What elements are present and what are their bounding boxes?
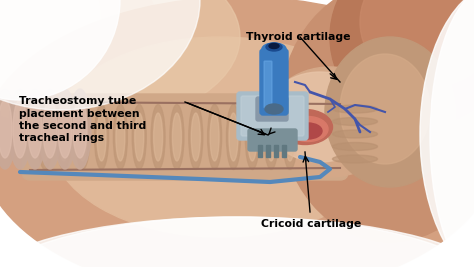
Ellipse shape — [73, 100, 87, 158]
Ellipse shape — [189, 104, 203, 170]
Ellipse shape — [246, 104, 259, 170]
Ellipse shape — [227, 104, 240, 170]
Ellipse shape — [43, 100, 57, 158]
Ellipse shape — [288, 116, 328, 142]
Ellipse shape — [173, 113, 182, 161]
Ellipse shape — [59, 113, 68, 161]
Ellipse shape — [191, 113, 201, 161]
Ellipse shape — [265, 72, 375, 162]
Ellipse shape — [340, 54, 430, 164]
Ellipse shape — [332, 105, 377, 113]
Bar — [258, 145, 262, 157]
Ellipse shape — [267, 113, 276, 161]
Bar — [266, 145, 270, 157]
Ellipse shape — [54, 89, 76, 169]
Ellipse shape — [264, 104, 278, 170]
Ellipse shape — [420, 0, 474, 267]
Ellipse shape — [0, 0, 100, 97]
Ellipse shape — [135, 113, 144, 161]
Ellipse shape — [39, 89, 61, 169]
Ellipse shape — [0, 0, 200, 110]
Ellipse shape — [40, 113, 49, 161]
Ellipse shape — [332, 143, 377, 151]
FancyBboxPatch shape — [260, 49, 288, 115]
FancyBboxPatch shape — [22, 94, 348, 180]
Ellipse shape — [294, 123, 322, 139]
Ellipse shape — [132, 104, 146, 170]
Text: Tracheostomy tube
placement between
the second and third
tracheal rings: Tracheostomy tube placement between the … — [19, 96, 146, 143]
FancyBboxPatch shape — [241, 96, 304, 136]
FancyBboxPatch shape — [248, 129, 297, 151]
Ellipse shape — [208, 104, 222, 170]
Ellipse shape — [113, 104, 128, 170]
Ellipse shape — [170, 104, 184, 170]
Ellipse shape — [266, 43, 282, 51]
Text: Cricoid cartilage: Cricoid cartilage — [261, 219, 361, 229]
Ellipse shape — [332, 155, 377, 163]
Text: Thyroid cartilage: Thyroid cartilage — [246, 32, 351, 42]
Ellipse shape — [97, 113, 106, 161]
Ellipse shape — [0, 89, 1, 169]
Ellipse shape — [0, 0, 120, 100]
Bar — [282, 145, 286, 157]
FancyBboxPatch shape — [264, 61, 272, 108]
Ellipse shape — [76, 104, 90, 170]
Ellipse shape — [57, 104, 71, 170]
Ellipse shape — [78, 113, 87, 161]
Bar — [274, 145, 278, 157]
Ellipse shape — [0, 0, 160, 137]
Ellipse shape — [210, 113, 219, 161]
Ellipse shape — [0, 0, 240, 127]
Ellipse shape — [330, 0, 474, 127]
Ellipse shape — [262, 43, 286, 55]
Ellipse shape — [430, 0, 474, 267]
Ellipse shape — [360, 0, 474, 87]
Ellipse shape — [280, 0, 474, 242]
Ellipse shape — [69, 89, 91, 169]
Ellipse shape — [13, 100, 27, 158]
Ellipse shape — [285, 113, 294, 161]
Ellipse shape — [38, 104, 52, 170]
Ellipse shape — [332, 117, 377, 125]
Ellipse shape — [325, 37, 455, 187]
Ellipse shape — [94, 104, 109, 170]
Ellipse shape — [269, 44, 279, 49]
Ellipse shape — [28, 100, 42, 158]
Ellipse shape — [332, 130, 377, 138]
Ellipse shape — [283, 104, 297, 170]
Ellipse shape — [0, 100, 12, 158]
Ellipse shape — [154, 113, 163, 161]
Ellipse shape — [229, 113, 238, 161]
Ellipse shape — [58, 100, 72, 158]
Ellipse shape — [116, 113, 125, 161]
Ellipse shape — [248, 113, 257, 161]
FancyBboxPatch shape — [237, 92, 308, 140]
Ellipse shape — [265, 67, 395, 177]
Ellipse shape — [0, 217, 474, 267]
Ellipse shape — [24, 89, 46, 169]
Ellipse shape — [265, 104, 283, 114]
Ellipse shape — [0, 89, 16, 169]
Ellipse shape — [277, 109, 332, 144]
FancyBboxPatch shape — [256, 97, 288, 121]
Ellipse shape — [0, 217, 474, 267]
Ellipse shape — [151, 104, 165, 170]
Ellipse shape — [50, 37, 390, 237]
Ellipse shape — [9, 89, 31, 169]
